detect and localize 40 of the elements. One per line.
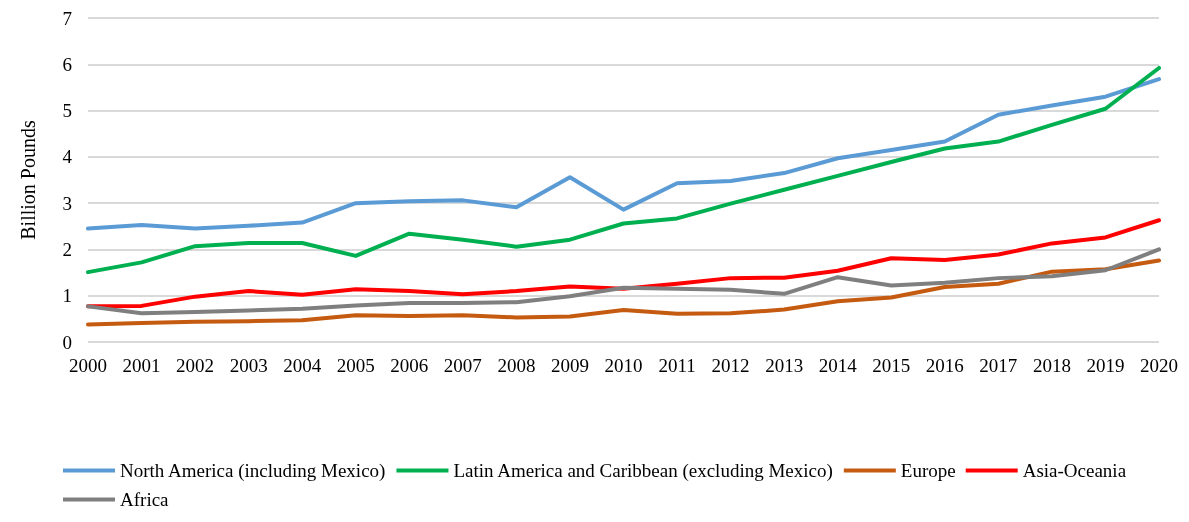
line-series (86, 65, 1161, 275)
x-tick-label: 2009 (550, 355, 589, 376)
x-tick-label: 2006 (390, 355, 429, 376)
legend-label: Africa (120, 489, 170, 510)
y-tick-label: 6 (62, 53, 72, 75)
legend-label: North America (including Mexico) (120, 460, 386, 482)
x-tick-label: 2018 (1032, 355, 1071, 376)
x-tick-label: 2001 (122, 355, 161, 376)
x-tick-label: 2019 (1086, 355, 1125, 376)
y-tick-label: 0 (62, 331, 72, 353)
y-tick-label: 3 (62, 192, 72, 214)
x-tick-label: 2015 (872, 355, 911, 376)
legend-label: Asia-Oceania (1022, 460, 1127, 481)
x-tick-label: 2000 (69, 355, 107, 376)
x-tick-label: 2003 (229, 355, 268, 376)
y-tick-label: 1 (62, 285, 72, 307)
x-tick-label: 2013 (765, 355, 804, 376)
x-tick-label: 2005 (336, 355, 375, 376)
x-tick-label: 2020 (1140, 355, 1178, 376)
x-tick-label: 2007 (443, 355, 482, 376)
y-axis-title: Billion Pounds (17, 120, 39, 240)
x-tick-label: 2002 (176, 355, 215, 376)
x-tick-label: 2011 (658, 355, 696, 376)
x-tick-label: 2012 (711, 355, 750, 376)
x-tick-label: 2014 (818, 355, 858, 376)
x-tick-label: 2016 (925, 355, 964, 376)
legend-label: Europe (900, 460, 956, 481)
line-series (86, 77, 1161, 231)
x-tick-label: 2017 (979, 355, 1018, 376)
y-tick-label: 4 (62, 146, 73, 168)
line-series (86, 218, 1161, 309)
x-tick-label: 2004 (283, 355, 322, 376)
legend-label: Latin America and Caribbean (excluding Mexico) (453, 460, 833, 482)
line-series (86, 247, 1161, 316)
y-tick-label: 2 (62, 238, 72, 260)
y-tick-label: 5 (62, 100, 72, 122)
x-tick-label: 2008 (497, 355, 536, 376)
y-tick-label: 7 (62, 7, 72, 29)
line-series (86, 258, 1161, 327)
x-tick-label: 2010 (604, 355, 643, 376)
